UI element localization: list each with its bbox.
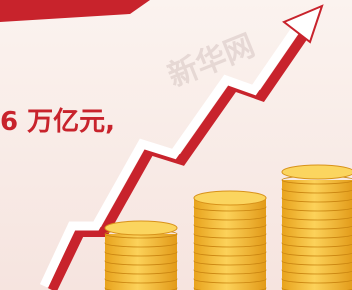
coin bbox=[282, 234, 352, 243]
coin bbox=[105, 243, 177, 252]
coin bbox=[194, 225, 266, 234]
infographic: 新华网 6 万亿元, bbox=[0, 0, 352, 290]
coin bbox=[105, 221, 177, 235]
coin bbox=[282, 261, 352, 270]
amount-text: 6 万亿元, bbox=[0, 107, 115, 137]
coin bbox=[105, 261, 177, 270]
coin bbox=[282, 216, 352, 225]
coin bbox=[282, 270, 352, 279]
coin bbox=[282, 252, 352, 261]
coin bbox=[194, 279, 266, 288]
coin bbox=[282, 189, 352, 198]
coin bbox=[194, 252, 266, 261]
coin bbox=[282, 165, 352, 179]
coin bbox=[194, 270, 266, 279]
coin bbox=[282, 225, 352, 234]
coin bbox=[282, 279, 352, 288]
coin bbox=[105, 279, 177, 288]
coin bbox=[105, 252, 177, 261]
coin bbox=[194, 261, 266, 270]
coin bbox=[194, 243, 266, 252]
coin bbox=[194, 191, 266, 205]
coin bbox=[282, 180, 352, 189]
coin bbox=[105, 270, 177, 279]
coin bbox=[194, 207, 266, 216]
coin bbox=[282, 243, 352, 252]
coin bbox=[194, 216, 266, 225]
coin bbox=[194, 234, 266, 243]
coin bbox=[282, 198, 352, 207]
coin bbox=[282, 207, 352, 216]
